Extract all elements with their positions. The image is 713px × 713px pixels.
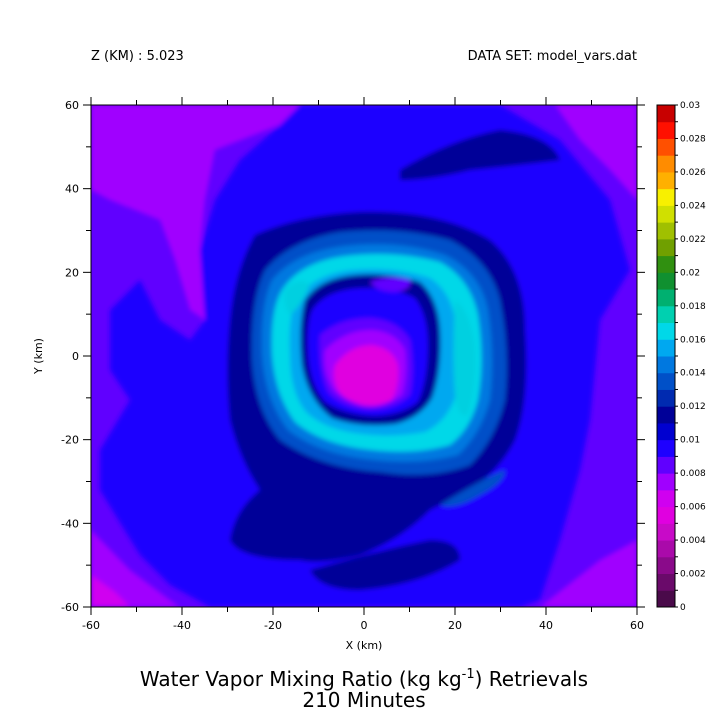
- colorbar-swatch: [657, 255, 675, 273]
- x-axis: -60 -40 -20 0 20 40 60: [82, 97, 644, 632]
- x-tick-label: -60: [82, 619, 100, 632]
- colorbar-swatch: [657, 322, 675, 340]
- colorbar-swatch: [657, 590, 675, 608]
- contour-blue-sw-streak: [440, 470, 505, 507]
- colorbar-swatch: [657, 171, 675, 190]
- colorbar-label: 0.026: [680, 168, 706, 178]
- colorbar-swatch: [657, 138, 675, 156]
- y-axis: -60 -40 -20 0 20 40 60: [61, 99, 645, 614]
- colorbar-label: 0: [680, 603, 686, 613]
- colorbar-swatch: [657, 155, 675, 173]
- x-tick-label: 60: [630, 619, 644, 632]
- colorbar-swatch: [657, 489, 675, 508]
- colorbar-swatch: [657, 523, 675, 541]
- colorbar-swatch: [657, 222, 675, 240]
- title-text-post: ) Retrievals: [475, 667, 588, 691]
- colorbar-label: 0.008: [680, 469, 706, 479]
- colorbar-label: 0.022: [680, 235, 706, 245]
- y-tick-label: 40: [65, 183, 79, 196]
- colorbar-label: 0.014: [680, 369, 706, 379]
- colorbar-label: 0.03: [680, 101, 700, 111]
- x-tick-label: 0: [361, 619, 368, 632]
- plot-area: [91, 105, 637, 607]
- colorbar-label: 0.016: [680, 335, 706, 345]
- colorbar-swatch: [657, 205, 675, 223]
- z-level-label: Z (KM) : 5.023: [91, 49, 184, 64]
- y-tick-label: 60: [65, 99, 79, 112]
- colorbar-swatch: [657, 456, 675, 474]
- colorbar-swatch: [657, 339, 675, 357]
- y-tick-label: -20: [61, 434, 79, 447]
- contour-patch-sw: [91, 530, 180, 607]
- colorbar-swatch: [657, 188, 675, 206]
- x-tick-label: 40: [539, 619, 553, 632]
- colorbar-label: 0.024: [680, 201, 706, 211]
- colorbar-label: 0.02: [680, 268, 700, 278]
- colorbar-swatch: [657, 506, 675, 524]
- colorbar-swatch: [657, 556, 675, 575]
- colorbar-label: 0.01: [680, 436, 700, 446]
- colorbar-swatch: [657, 422, 675, 441]
- x-axis-label: X (km): [346, 639, 383, 652]
- colorbar-swatch: [657, 121, 675, 139]
- colorbar-swatch: [657, 238, 675, 257]
- colorbar-swatch: [657, 389, 675, 407]
- contour-cyan-east-streak: [453, 300, 476, 416]
- contour-navy-south: [310, 540, 460, 590]
- title-text-sup: -1: [462, 667, 475, 682]
- colorbar-label: 0.028: [680, 134, 706, 144]
- contour-patch-nw: [91, 105, 300, 320]
- colorbar-swatch: [657, 406, 675, 424]
- x-tick-label: -20: [264, 619, 282, 632]
- colorbar-label: 0.004: [680, 536, 706, 546]
- colorbar-swatch: [657, 305, 675, 324]
- colorbar-label: 0.018: [680, 302, 706, 312]
- y-tick-label: 0: [72, 350, 79, 363]
- colorbar-swatch: [657, 105, 675, 123]
- colorbar-swatch: [657, 473, 675, 491]
- colorbar-label: 0.012: [680, 402, 706, 412]
- colorbar: 0 0.002 0.004 0.006 0.008 0.01 0.012 0.014 0.016…: [656, 101, 706, 613]
- colorbar-swatch: [657, 272, 675, 290]
- colorbar-label: 0.002: [680, 570, 706, 580]
- contour-cyan-nw-streak: [284, 281, 310, 315]
- dataset-label: DATA SET: model_vars.dat: [468, 49, 637, 64]
- title-text-pre: Water Vapor Mixing Ratio (kg kg: [140, 667, 462, 691]
- y-tick-label: -60: [61, 601, 79, 614]
- contour-eye-core: [333, 345, 399, 406]
- contour-patch-se: [540, 540, 637, 607]
- colorbar-swatch: [657, 289, 675, 307]
- y-tick-label: -40: [61, 517, 79, 530]
- chart-title-line2: 210 Minutes: [302, 688, 425, 712]
- y-tick-label: 20: [65, 266, 79, 279]
- contour-field: [91, 105, 637, 607]
- colorbar-swatch: [657, 439, 675, 457]
- contour-eye-north-blob: [370, 277, 411, 292]
- colorbar-swatch: [657, 356, 675, 374]
- y-axis-label: Y (km): [32, 338, 45, 375]
- colorbar-swatch: [657, 372, 675, 390]
- contour-patch-sw-core: [91, 575, 130, 607]
- chart-title-line1: Water Vapor Mixing Ratio (kg kg-1) Retri…: [140, 667, 588, 691]
- colorbar-swatch: [657, 573, 675, 591]
- x-tick-label: -40: [173, 619, 191, 632]
- contour-navy-north: [400, 130, 560, 180]
- contour-patch-ne: [555, 105, 637, 200]
- x-tick-label: 20: [448, 619, 462, 632]
- colorbar-swatch: [657, 540, 675, 558]
- colorbar-label: 0.006: [680, 503, 706, 513]
